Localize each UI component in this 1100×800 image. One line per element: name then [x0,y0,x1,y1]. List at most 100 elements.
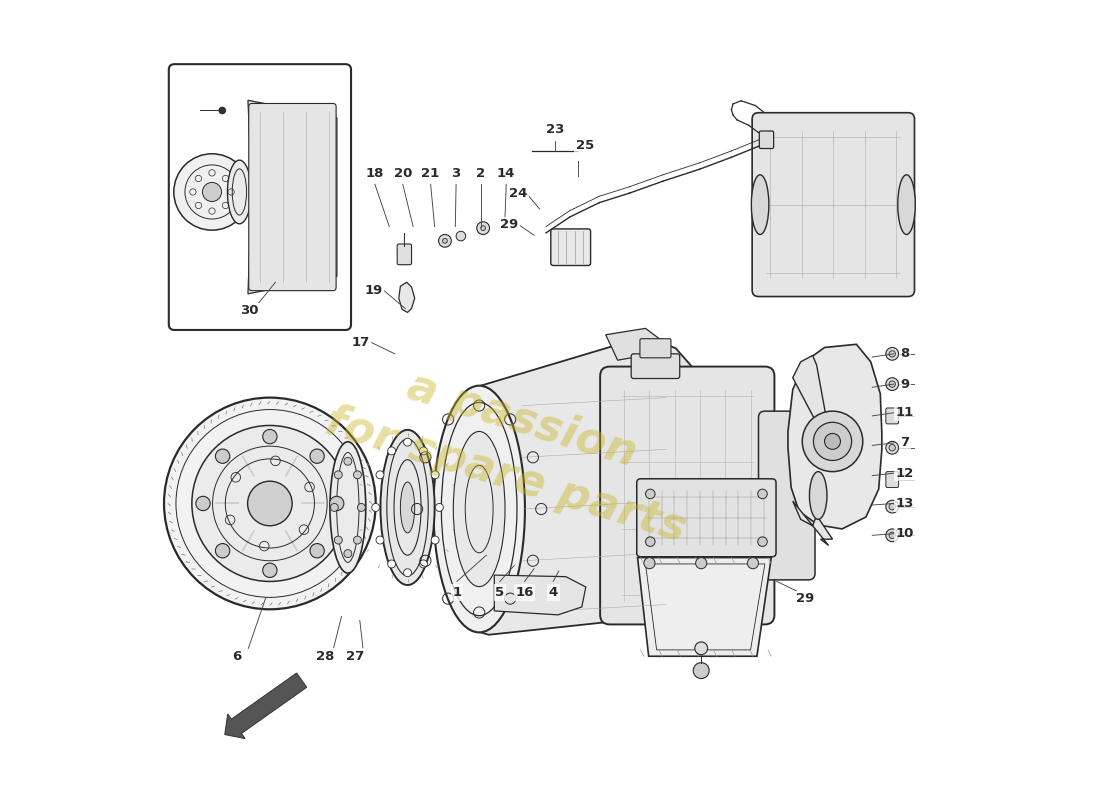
Text: 20: 20 [394,166,412,180]
Circle shape [442,238,448,243]
Circle shape [747,558,759,569]
Circle shape [216,543,230,558]
Text: 1: 1 [452,586,462,599]
Circle shape [376,471,384,478]
Circle shape [263,430,277,444]
FancyBboxPatch shape [886,408,899,424]
Circle shape [436,503,443,511]
Polygon shape [481,336,703,634]
Circle shape [404,569,411,577]
Circle shape [695,558,707,569]
Circle shape [886,529,899,542]
Circle shape [219,107,225,114]
Polygon shape [248,100,337,294]
Circle shape [431,471,439,478]
Circle shape [889,381,895,387]
Circle shape [889,445,895,451]
Text: 25: 25 [576,139,594,152]
Circle shape [439,234,451,247]
FancyBboxPatch shape [640,338,671,358]
Circle shape [310,449,324,463]
Text: 8: 8 [900,347,910,360]
FancyBboxPatch shape [759,131,773,149]
Ellipse shape [381,430,434,585]
Text: 2: 2 [476,166,485,180]
Circle shape [344,550,352,558]
Text: a passion
for spare parts: a passion for spare parts [320,346,708,550]
Text: 6: 6 [232,650,242,662]
Circle shape [174,154,250,230]
Circle shape [191,426,348,582]
FancyBboxPatch shape [886,472,899,487]
Circle shape [196,496,210,510]
Text: 7: 7 [901,437,910,450]
Text: 14: 14 [497,166,516,180]
Circle shape [644,558,656,569]
FancyBboxPatch shape [752,113,914,297]
Circle shape [825,434,840,450]
FancyBboxPatch shape [168,64,351,330]
Circle shape [758,489,768,498]
Polygon shape [606,328,661,360]
Circle shape [353,536,362,544]
Circle shape [330,503,339,511]
FancyBboxPatch shape [637,478,776,557]
Text: 11: 11 [895,406,914,419]
Circle shape [802,411,862,472]
Ellipse shape [453,431,505,586]
Ellipse shape [330,442,366,573]
Circle shape [695,642,707,654]
Circle shape [889,503,895,510]
Polygon shape [638,558,771,656]
Text: 29: 29 [500,218,518,231]
Circle shape [431,536,439,544]
FancyBboxPatch shape [601,366,774,625]
Ellipse shape [228,160,251,224]
Circle shape [419,560,428,568]
Text: 16: 16 [515,586,534,599]
Circle shape [886,347,899,360]
Circle shape [334,536,342,544]
Circle shape [886,442,899,454]
Circle shape [693,662,710,678]
Text: 3: 3 [451,166,461,180]
Circle shape [358,503,365,511]
Text: 29: 29 [795,593,814,606]
Text: 12: 12 [895,466,914,480]
Text: 28: 28 [317,650,334,662]
Circle shape [216,449,230,463]
FancyArrow shape [224,673,307,738]
Circle shape [476,222,490,234]
Circle shape [248,481,293,526]
Text: 21: 21 [421,166,440,180]
Text: 23: 23 [546,123,564,136]
Ellipse shape [751,174,769,234]
Text: 24: 24 [509,186,527,199]
FancyBboxPatch shape [759,411,815,580]
Polygon shape [399,282,415,313]
Ellipse shape [400,482,415,533]
Text: 10: 10 [895,527,914,540]
Text: 9: 9 [901,378,910,390]
FancyBboxPatch shape [397,244,411,265]
Ellipse shape [898,174,915,234]
Text: 18: 18 [365,166,384,180]
Text: 5: 5 [495,586,505,599]
Circle shape [646,537,656,546]
Ellipse shape [810,472,827,519]
Text: 19: 19 [364,285,383,298]
Circle shape [353,471,362,478]
Text: 4: 4 [549,586,558,599]
Circle shape [387,447,396,455]
Circle shape [376,536,384,544]
Circle shape [310,543,324,558]
Circle shape [419,447,428,455]
Circle shape [387,560,396,568]
Polygon shape [788,344,882,529]
Circle shape [404,438,411,446]
Text: 27: 27 [345,650,364,662]
Circle shape [646,489,656,498]
Circle shape [372,503,379,511]
Circle shape [344,458,352,466]
Text: 17: 17 [352,336,370,349]
